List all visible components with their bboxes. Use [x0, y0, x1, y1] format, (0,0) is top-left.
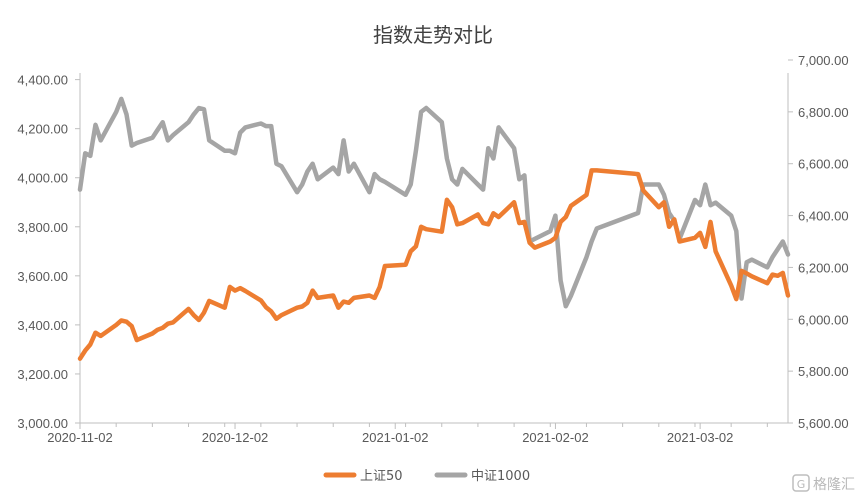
watermark-logo-glyph: G: [797, 478, 806, 491]
y-left-tick-label: 3,200.00: [17, 367, 68, 382]
y-right-tick-label: 6,400.00: [798, 209, 849, 224]
y-left-tick-label: 3,800.00: [17, 220, 68, 235]
y-right-tick-label: 5,800.00: [798, 364, 849, 379]
x-tick-label: 2021-02-02: [522, 430, 589, 445]
watermark: G 格隆汇: [792, 474, 855, 493]
x-tick-label: 2021-01-02: [362, 430, 429, 445]
legend-label-csi1000: 中证1000: [471, 469, 530, 484]
legend-label-shanghai50: 上证50: [360, 469, 403, 484]
y-left-tick-label: 3,600.00: [17, 269, 68, 284]
y-left-tick-label: 4,400.00: [17, 73, 68, 88]
y-right-tick-label: 6,000.00: [798, 312, 849, 327]
chart-title: 指数走势对比: [373, 23, 493, 47]
watermark-text: 格隆汇: [813, 477, 855, 493]
y-right-tick-label: 5,600.00: [798, 416, 849, 431]
series-line-shanghai50: [77, 168, 791, 361]
y-left-tick-label: 3,400.00: [17, 318, 68, 333]
series-layer: [77, 96, 791, 361]
y-left-tick-label: 4,000.00: [17, 171, 68, 186]
legend: 上证50 中证1000: [323, 469, 530, 484]
y-left-tick-label: 3,000.00: [17, 416, 68, 431]
y-right-tick-label: 6,200.00: [798, 260, 849, 275]
axes: 3,000.00 3,200.00 3,400.00 3,600.00 3,800.00…: [17, 53, 848, 445]
x-tick-label: 2021-03-02: [667, 430, 734, 445]
x-tick-label: 2020-11-02: [47, 430, 113, 445]
x-tick-label: 2020-12-02: [202, 430, 269, 445]
watermark-logo-icon: [792, 474, 810, 492]
y-left-tick-label: 4,200.00: [17, 122, 68, 137]
y-right-tick-label: 6,600.00: [798, 157, 849, 172]
y-right-tick-label: 7,000.00: [798, 53, 849, 68]
y-right-tick-label: 6,800.00: [798, 105, 849, 120]
